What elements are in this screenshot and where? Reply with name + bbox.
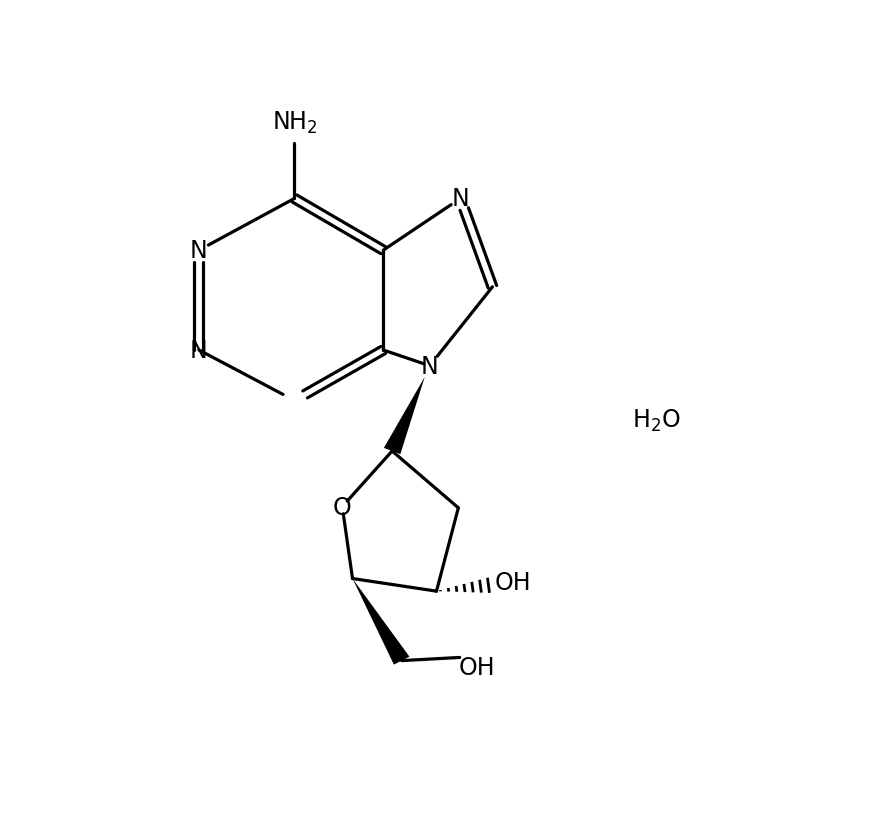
Polygon shape: [352, 579, 410, 665]
Text: OH: OH: [494, 571, 531, 595]
Text: N: N: [190, 239, 208, 263]
Text: H$_2$O: H$_2$O: [632, 407, 681, 433]
Text: O: O: [333, 495, 352, 519]
Text: OH: OH: [458, 655, 495, 679]
Text: N: N: [190, 338, 208, 363]
Text: NH$_2$: NH$_2$: [271, 110, 317, 136]
Text: N: N: [452, 188, 470, 211]
Polygon shape: [384, 378, 425, 455]
Text: N: N: [421, 355, 439, 378]
